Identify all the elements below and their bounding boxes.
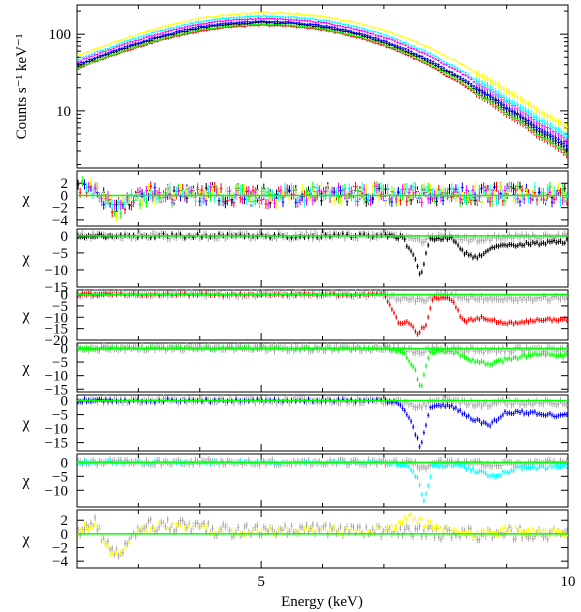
y-tick-label: −20: [45, 333, 68, 349]
y-tick-label: −10: [45, 263, 68, 279]
y-tick-label: 0: [61, 455, 69, 471]
y-tick-label: 0: [61, 229, 69, 245]
residual-grey-series: [77, 514, 568, 560]
y-tick-label: −15: [45, 436, 68, 452]
y-tick-label: −4: [52, 213, 68, 229]
y-tick-label: −5: [52, 355, 68, 371]
y-tick-label: −10: [45, 310, 68, 326]
y-tick-label: −15: [45, 322, 68, 338]
y-tick-label: 10: [56, 104, 71, 120]
y-tick-label: −15: [45, 280, 68, 296]
spectrum-series: [77, 23, 568, 159]
residual-panel: 0−5−10−15 χ: [21, 394, 569, 452]
y-axis-label: Counts s⁻¹ keV⁻¹: [14, 34, 30, 140]
residual-series: [89, 177, 567, 222]
y-tick-label: 0: [61, 394, 69, 410]
x-axis-label: Energy (keV): [281, 594, 363, 610]
residual-series: [87, 182, 564, 210]
y-tick-label: 0: [61, 341, 69, 357]
y-tick-label: −10: [45, 483, 68, 499]
y-axis-label: χ: [21, 473, 30, 490]
spectrum-series: [77, 19, 568, 149]
y-axis-label: χ: [21, 360, 30, 377]
y-tick-label: −15: [45, 382, 68, 398]
spectrum-series: [77, 11, 568, 131]
y-axis-label: χ: [21, 415, 30, 432]
y-tick-label: −2: [52, 201, 68, 217]
residual-series: [85, 181, 569, 210]
y-tick-label: 100: [49, 27, 72, 43]
y-tick-label: −5: [52, 469, 68, 485]
y-tick-label: −2: [52, 541, 68, 557]
spectrum-series: [77, 17, 568, 144]
y-tick-label: −10: [45, 422, 68, 438]
y-tick-label: −5: [52, 408, 68, 424]
y-tick-label: −5: [52, 246, 68, 262]
spectrum-series: [77, 14, 568, 140]
residual-panel: 0−5−10−15 χ: [21, 228, 569, 296]
residual-series: [81, 176, 564, 219]
residual-series: [83, 179, 567, 217]
y-axis-label: χ: [21, 307, 30, 324]
spectrum-panel: 10 100 Counts s⁻¹ keV⁻¹: [14, 4, 569, 169]
y-axis-label: χ: [21, 250, 30, 267]
y-tick-label: 0: [61, 288, 69, 304]
x-tick-label: 10: [561, 574, 576, 590]
y-axis-label: χ: [21, 191, 30, 208]
residual-panel: 0−5−10 χ: [21, 453, 569, 508]
y-tick-label: 0: [61, 527, 69, 543]
y-axis-label: χ: [21, 531, 30, 548]
y-tick-label: −10: [45, 369, 68, 385]
y-tick-label: 2: [61, 176, 69, 192]
residual-panel: 0−5−10−15 χ: [21, 341, 569, 398]
residual-panel: 20−2−4 χ: [21, 170, 569, 229]
y-tick-label: 0: [61, 188, 69, 204]
residual-panel: 20−2−4 χ 5 10: [21, 509, 576, 590]
spectrum-series: [77, 20, 568, 153]
y-tick-label: −5: [52, 299, 68, 315]
residual-panel: 0−5−10−15−20 χ: [21, 288, 569, 349]
y-tick-label: −4: [52, 554, 68, 570]
x-tick-label: 5: [257, 574, 265, 590]
y-tick-label: 2: [61, 513, 69, 529]
